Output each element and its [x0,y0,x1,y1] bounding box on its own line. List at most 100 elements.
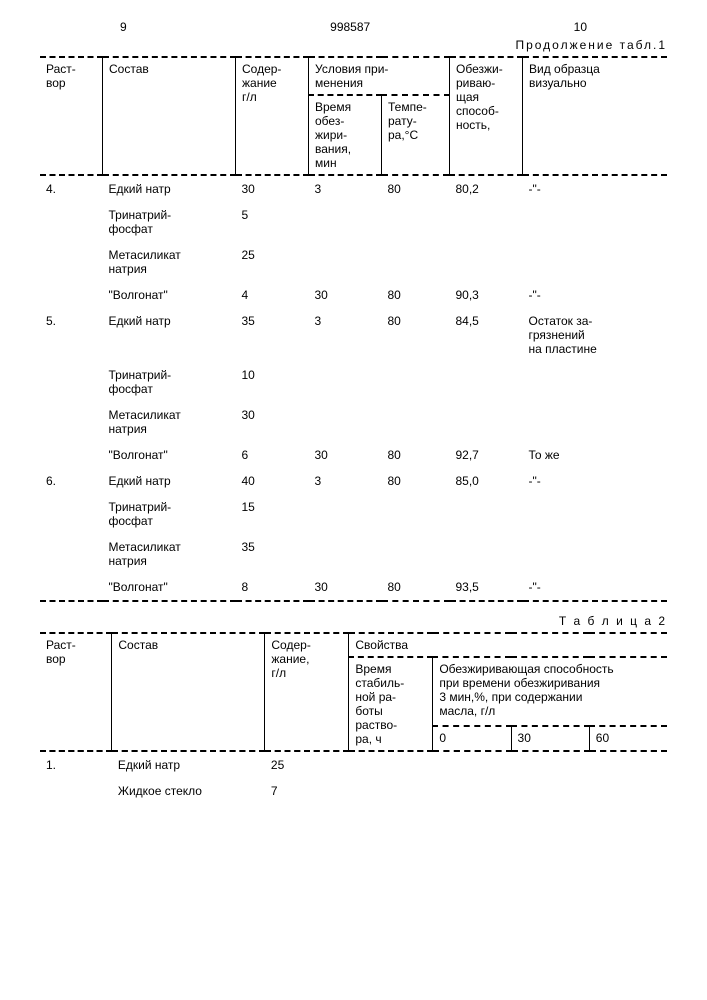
cell-time: 3 [309,175,382,202]
table-row: Жидкое стекло7 [40,778,667,804]
col-usloviya: Условия при-менения [309,57,450,95]
cell-vid: -"- [523,574,668,601]
cell-obez [450,534,523,574]
cell-sostav: Тринатрий-фосфат [103,202,236,242]
document-number: 998587 [330,20,370,34]
cell-time [309,242,382,282]
cell-temp [382,242,450,282]
cell-blank4 [433,751,511,778]
cell-vid: -"- [523,282,668,308]
cell-temp: 80 [382,308,450,362]
col-rastvor: Раст-вор [40,57,103,175]
cell-temp: 80 [382,468,450,494]
cell-sostav: Метасиликатнатрия [103,534,236,574]
cell-sostav: Едкий натр [103,175,236,202]
table-row: Тринатрий-фосфат15 [40,494,667,534]
table-row: "Волгонат"6308092,7То же [40,442,667,468]
table-row: "Волгонат"8308093,5-"- [40,574,667,601]
col-soder: Содер-жаниег/л [236,57,309,175]
page-number-right: 10 [494,20,667,34]
table2: Раст-вор Состав Содер-жание,г/л Свойства… [40,632,667,804]
cell-vid [523,402,668,442]
cell-soder: 25 [265,751,349,778]
table2-header-row1: Раст-вор Состав Содер-жание,г/л Свойства [40,633,667,657]
cell-vid: -"- [523,468,668,494]
table-row: 6.Едкий натр4038085,0-"- [40,468,667,494]
page-number-left: 9 [40,20,207,34]
cell-n [40,402,103,442]
col2-c60: 60 [589,726,667,751]
cell-n [40,202,103,242]
cell-n [40,534,103,574]
cell-soder: 7 [265,778,349,804]
cell-soder: 8 [236,574,309,601]
cell-n [40,242,103,282]
cell-soder: 35 [236,308,309,362]
cell-temp: 80 [382,442,450,468]
cell-obez: 85,0 [450,468,523,494]
col2-rastvor: Раст-вор [40,633,112,751]
cell-vid: То же [523,442,668,468]
table-row: 4.Едкий натр3038080,2-"- [40,175,667,202]
table-row: Тринатрий-фосфат5 [40,202,667,242]
cell-soder: 10 [236,362,309,402]
cell-temp [382,494,450,534]
table-row: Тринатрий-фосфат10 [40,362,667,402]
cell-sostav: Тринатрий-фосфат [103,494,236,534]
cell-n [40,778,112,804]
table-row: 5.Едкий натр3538084,5Остаток за-грязнени… [40,308,667,362]
cell-obez: 93,5 [450,574,523,601]
cell-n [40,494,103,534]
table-row: "Волгонат"4308090,3-"- [40,282,667,308]
cell-obez: 90,3 [450,282,523,308]
table2-caption: Т а б л и ц а 2 [40,614,667,628]
cell-time: 30 [309,574,382,601]
cell-time: 30 [309,442,382,468]
table-row: Метасиликатнатрия35 [40,534,667,574]
cell-time: 30 [309,282,382,308]
cell-temp: 80 [382,574,450,601]
col-vid: Вид образцавизуально [523,57,668,175]
cell-blank5 [511,751,589,778]
cell-n [40,442,103,468]
col2-svoystva: Свойства [349,633,667,657]
cell-blank6 [589,778,667,804]
cell-sostav: Едкий натр [103,308,236,362]
cell-temp: 80 [382,175,450,202]
cell-n [40,282,103,308]
cell-time: 3 [309,308,382,362]
cell-vid [523,242,668,282]
col2-soder: Содер-жание,г/л [265,633,349,751]
cell-n: 6. [40,468,103,494]
cell-n: 4. [40,175,103,202]
cell-time [309,534,382,574]
cell-blank4 [433,778,511,804]
cell-temp [382,362,450,402]
cell-sostav: Жидкое стекло [112,778,265,804]
cell-n [40,574,103,601]
cell-n [40,362,103,402]
cell-vid [523,362,668,402]
col2-obez: Обезжиривающая способностьпри времени об… [433,657,667,726]
cell-soder: 4 [236,282,309,308]
cell-vid: -"- [523,175,668,202]
col-obez: Обезжи-риваю-щаяспособ-ность, [450,57,523,175]
col2-c0: 0 [433,726,511,751]
cell-n: 1. [40,751,112,778]
col-temp: Темпе-рату-ра,°С [382,95,450,175]
cell-time [309,362,382,402]
cell-soder: 30 [236,175,309,202]
col2-time: Времястабиль-ной ра-ботыраство-ра, ч [349,657,433,751]
table1-header-row1: Раст-вор Состав Содер-жаниег/л Условия п… [40,57,667,95]
cell-sostav: Метасиликатнатрия [103,242,236,282]
cell-n: 5. [40,308,103,362]
cell-vid [523,534,668,574]
cell-vid: Остаток за-грязненийна пластине [523,308,668,362]
cell-blank5 [511,778,589,804]
cell-obez [450,242,523,282]
table1: Раст-вор Состав Содер-жаниег/л Условия п… [40,56,667,602]
table-row: 1.Едкий натр25 [40,751,667,778]
cell-obez [450,362,523,402]
table-row: Метасиликатнатрия30 [40,402,667,442]
cell-time [309,202,382,242]
